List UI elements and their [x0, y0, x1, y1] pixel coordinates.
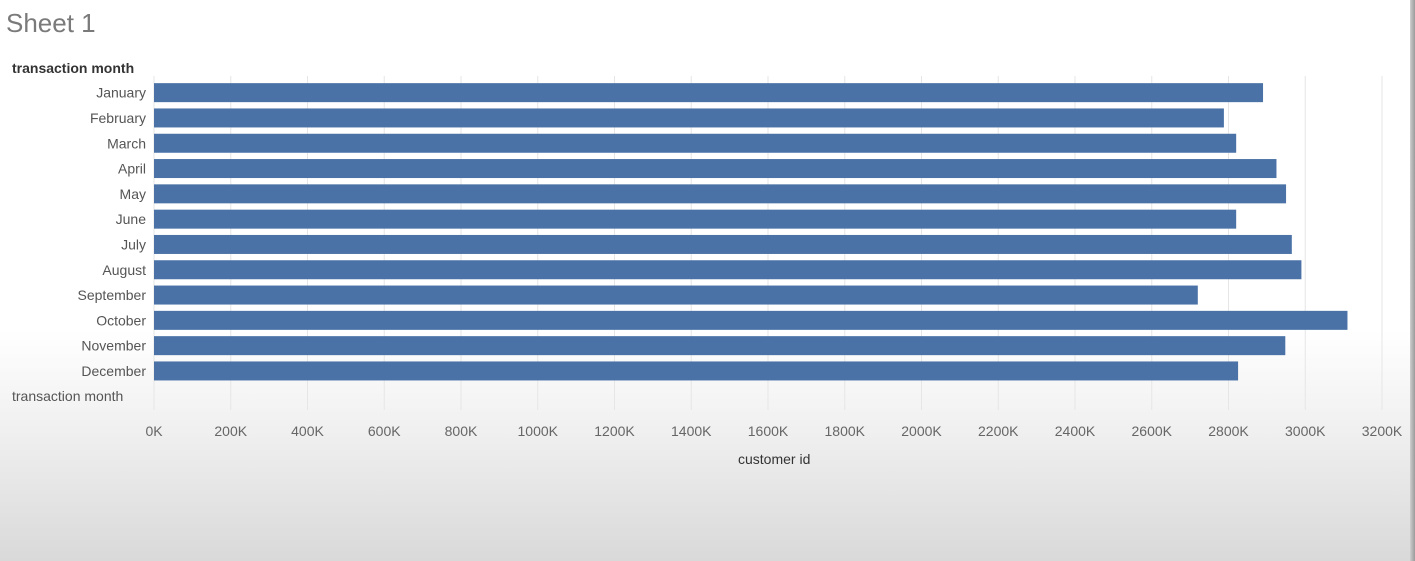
bar-october[interactable]: [154, 310, 1348, 330]
x-axis-title: customer id: [738, 451, 811, 467]
bar-february[interactable]: [154, 108, 1224, 128]
x-tick-label: 2600K: [1132, 423, 1173, 439]
bar-may[interactable]: [154, 184, 1287, 204]
x-tick-label: 1400K: [671, 423, 712, 439]
bar-november[interactable]: [154, 336, 1286, 356]
x-tick-label: 2800K: [1208, 423, 1249, 439]
bar-june[interactable]: [154, 209, 1237, 229]
x-tick-label: 2200K: [978, 423, 1019, 439]
bar-april[interactable]: [154, 159, 1277, 179]
window-edge: [1410, 0, 1415, 561]
category-label: August: [102, 262, 146, 278]
bar-december[interactable]: [154, 361, 1239, 381]
row-header-label: transaction month: [12, 60, 135, 76]
category-label: October: [96, 312, 146, 328]
x-tick-label: 0K: [145, 423, 163, 439]
category-label: March: [107, 135, 146, 151]
bar-march[interactable]: [154, 133, 1237, 153]
category-label: June: [116, 211, 147, 227]
bar-august[interactable]: [154, 260, 1302, 280]
category-label: May: [120, 186, 146, 202]
x-tick-label: 2000K: [901, 423, 942, 439]
x-tick-label: 2400K: [1055, 423, 1096, 439]
x-tick-label: 3200K: [1362, 423, 1403, 439]
bar-september[interactable]: [154, 285, 1198, 305]
category-label: July: [121, 236, 146, 252]
category-label: November: [81, 338, 146, 354]
x-tick-label: 800K: [445, 423, 478, 439]
x-tick-label: 3000K: [1285, 423, 1326, 439]
x-tick-label: 400K: [291, 423, 324, 439]
category-label: January: [96, 85, 146, 101]
bar-january[interactable]: [154, 83, 1264, 103]
category-label: December: [81, 363, 146, 379]
x-tick-label: 1600K: [748, 423, 789, 439]
category-label: February: [90, 110, 146, 126]
category-label: September: [78, 287, 147, 303]
category-label: April: [118, 161, 146, 177]
x-tick-label: 1800K: [825, 423, 866, 439]
x-tick-label: 200K: [214, 423, 247, 439]
row-footer-label: transaction month: [12, 388, 124, 404]
x-tick-label: 600K: [368, 423, 401, 439]
x-tick-label: 1200K: [594, 423, 635, 439]
x-tick-label: 1000K: [518, 423, 559, 439]
bar-july[interactable]: [154, 234, 1292, 254]
sheet-title: Sheet 1: [6, 8, 96, 38]
